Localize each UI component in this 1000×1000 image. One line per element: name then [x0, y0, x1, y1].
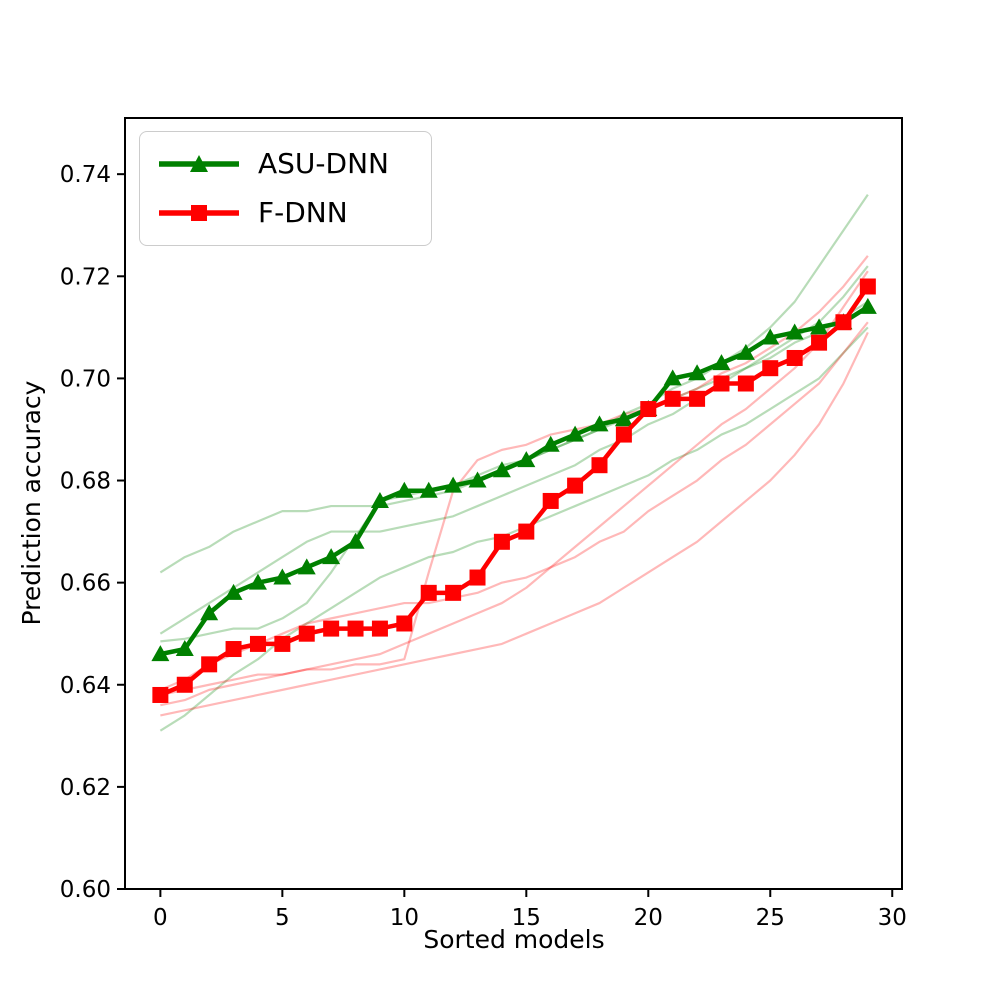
legend-label-f-dnn: F-DNN	[258, 195, 348, 229]
f-dnn-marker	[493, 533, 510, 550]
asu-dnn-run-line	[160, 300, 869, 643]
f-dnn-marker	[201, 656, 218, 673]
asu-dnn-marker	[517, 451, 536, 468]
f-dnn-run-line	[159, 321, 869, 691]
legend: ASU-DNN F-DNN	[139, 131, 432, 246]
f-dnn-marker	[615, 426, 632, 443]
asu-dnn-marker	[590, 415, 609, 432]
f-dnn-marker	[811, 334, 828, 351]
asu-dnn-run-line	[159, 265, 869, 635]
y-axis-label: Prediction accuracy	[17, 380, 46, 625]
asu-dnn-marker	[322, 548, 341, 565]
y-tick-label: 0.70	[60, 366, 111, 392]
x-tick-label: 15	[512, 905, 541, 931]
f-dnn-marker	[298, 625, 315, 642]
f-dnn-marker	[469, 569, 486, 586]
asu-dnn-marker	[395, 481, 414, 498]
x-tick-label: 5	[275, 905, 290, 931]
y-tick-label: 0.62	[60, 775, 111, 801]
x-tick-label: 0	[153, 905, 168, 931]
f-dnn-run-line	[160, 255, 869, 697]
asu-dnn-run-line	[159, 193, 869, 574]
f-dnn-marker	[664, 390, 681, 407]
f-dnn-marker	[835, 314, 852, 331]
asu-dnn-marker	[175, 640, 194, 657]
asu-dnn-marker	[541, 435, 560, 452]
f-dnn-marker	[225, 641, 242, 658]
x-tick-label: 25	[756, 905, 785, 931]
f-dnn-marker	[859, 278, 876, 295]
f-dnn-marker	[737, 375, 754, 392]
f-dnn-marker	[567, 477, 584, 494]
f-dnn-marker	[274, 635, 291, 652]
f-dnn-marker	[713, 375, 730, 392]
x-tick-label: 30	[878, 905, 907, 931]
y-tick-label: 0.66	[60, 571, 111, 597]
f-dnn-marker	[689, 390, 706, 407]
f-dnn-marker	[176, 676, 193, 693]
asu-dnn-marker	[151, 645, 170, 662]
asu-dnn-marker	[370, 491, 389, 508]
f-dnn-marker	[445, 584, 462, 601]
asu-dnn-marker	[736, 343, 755, 360]
f-dnn-marker	[542, 492, 559, 509]
f-dnn-marker	[152, 686, 169, 703]
f-dnn-marker	[762, 360, 779, 377]
asu-dnn-marker	[688, 364, 707, 381]
asu-dnn-marker	[663, 369, 682, 386]
asu-dnn-marker	[468, 471, 487, 488]
asu-dnn-marker	[761, 328, 780, 345]
asu-dnn-marker	[810, 318, 829, 335]
asu-dnn-marker	[492, 461, 511, 478]
asu-dnn-run-line	[159, 326, 869, 732]
y-tick-label: 0.72	[60, 264, 111, 290]
f-dnn-run-line	[160, 331, 869, 717]
x-axis-label: Sorted models	[423, 925, 604, 954]
f-dnn-marker	[249, 635, 266, 652]
f-dnn-marker	[591, 457, 608, 474]
x-tick-label: 10	[390, 905, 419, 931]
asu-dnn-marker	[224, 583, 243, 600]
asu-dnn-marker	[419, 481, 438, 498]
y-tick-label: 0.64	[60, 673, 111, 699]
asu-dnn-marker	[297, 558, 316, 575]
legend-entry-asu-dnn: ASU-DNN	[156, 148, 415, 180]
f-dnn-marker	[518, 523, 535, 540]
asu-dnn-marker	[273, 568, 292, 585]
x-tick-label: 20	[634, 905, 663, 931]
asu-dnn-marker	[614, 410, 633, 427]
asu-dnn-marker	[444, 476, 463, 493]
asu-dnn-marker	[346, 532, 365, 549]
y-tick-label: 0.68	[60, 469, 111, 495]
f-dnn-marker	[371, 620, 388, 637]
legend-label-asu-dnn: ASU-DNN	[258, 147, 389, 181]
asu-dnn-marker	[566, 425, 585, 442]
asu-dnn-marker	[248, 573, 267, 590]
f-dnn-marker	[420, 584, 437, 601]
asu-dnn-legend-line-icon	[159, 155, 239, 173]
y-tick-label: 0.60	[60, 877, 111, 903]
f-dnn-marker	[786, 349, 803, 366]
y-tick-label: 0.74	[60, 162, 111, 188]
f-dnn-marker	[323, 620, 340, 637]
f-dnn-run-line	[160, 270, 869, 707]
f-dnn-marker	[396, 615, 413, 632]
f-dnn-legend-line-icon	[159, 204, 239, 221]
asu-dnn-marker	[200, 604, 219, 621]
f-dnn-marker	[640, 401, 657, 418]
legend-entry-f-dnn: F-DNN	[156, 197, 415, 229]
asu-dnn-marker	[712, 354, 731, 371]
f-dnn-marker	[347, 620, 364, 637]
plot-spines	[124, 117, 903, 890]
asu-dnn-marker	[858, 297, 877, 314]
asu-dnn-marker	[785, 323, 804, 340]
